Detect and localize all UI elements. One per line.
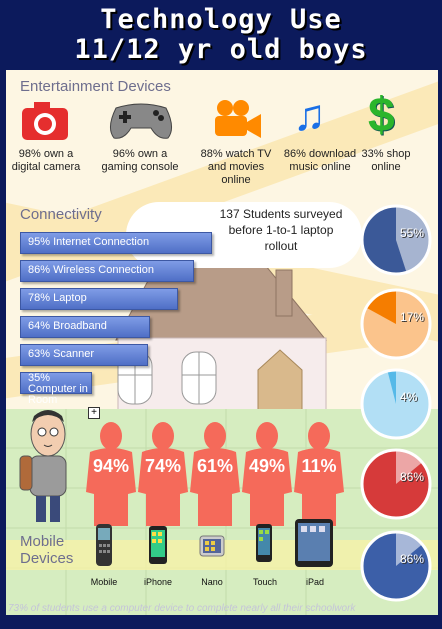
- entertainment-label: 88% watch TV and movies online: [200, 148, 272, 186]
- person-silhouette: [138, 422, 188, 526]
- device-label: iPhone: [143, 577, 173, 587]
- mobile-percent-label: 11%: [301, 456, 337, 476]
- mobile-percent-label: 49%: [248, 456, 286, 476]
- connectivity-bar: 63% Scanner: [20, 344, 148, 366]
- person-silhouette: [294, 422, 344, 526]
- content-panel: Entertainment Devices ♫ $ 98% own a digi…: [6, 70, 438, 615]
- facebook-icon: [360, 204, 432, 276]
- pie-slice: [396, 450, 423, 484]
- student-illustration: [19, 410, 67, 522]
- entertainment-label: 98% own a digital camera: [11, 148, 81, 173]
- pie-slice: [361, 370, 430, 438]
- pie-percent-label: 4%: [400, 390, 418, 404]
- title-line-2: 11/12 yr old boys: [74, 34, 368, 65]
- entertainment-label: 86% download music online: [283, 148, 357, 173]
- connectivity-bar-label: 64% Broadband: [28, 320, 107, 332]
- pie-slice: [396, 206, 430, 273]
- connectivity-bar: 78% Laptop: [20, 288, 178, 310]
- camera-icon: [22, 102, 68, 140]
- ipod-nano-icon: [199, 535, 225, 557]
- pie-percent-label: 55%: [400, 226, 425, 240]
- mobile-section-title: Mobile Devices: [20, 533, 74, 567]
- entertainment-label: 33% shop online: [361, 148, 411, 173]
- connectivity-bar-label: 86% Wireless Connection: [28, 264, 154, 276]
- device-label: Mobile: [90, 577, 118, 587]
- connectivity-bar-label: 78% Laptop: [28, 292, 87, 304]
- pie-percent-label: 86%: [400, 552, 425, 566]
- mobile-phone-icon: [96, 524, 112, 566]
- device-label: Touch: [252, 577, 278, 587]
- social-pies: [360, 204, 432, 602]
- entertainment-label: 96% own a gaming console: [101, 148, 179, 173]
- connectivity-bar: 64% Broadband: [20, 316, 150, 338]
- ipod-touch-icon: [256, 524, 272, 562]
- mobile-percent-label: 94%: [92, 456, 130, 476]
- pie-percent-label: 17%: [400, 310, 425, 324]
- device-label: Nano: [201, 577, 223, 587]
- youtube-icon: [360, 448, 432, 520]
- pie-percent-label: 86%: [400, 470, 425, 484]
- connectivity-section-title: Connectivity: [20, 206, 102, 223]
- connectivity-bar-label: 35% Computer in Room: [28, 372, 88, 406]
- device-label: iPad: [305, 577, 324, 587]
- connectivity-bar-label: 95% Internet Connection: [28, 236, 150, 248]
- music-note-icon: ♫: [293, 91, 326, 140]
- dollar-icon: $: [368, 89, 395, 142]
- connectivity-bar: 35% Computer in Room: [20, 372, 92, 406]
- blogger-icon: [360, 288, 432, 360]
- pie-slice: [361, 290, 431, 358]
- iphone-icon: [149, 526, 167, 564]
- person-silhouette: [86, 422, 136, 526]
- connectivity-bar-label: 63% Scanner: [28, 348, 95, 360]
- expand-icon[interactable]: +: [88, 407, 100, 419]
- entertainment-section-title: Entertainment Devices: [20, 78, 171, 95]
- title-line-1: Technology Use: [100, 4, 342, 35]
- mobile-figures: [86, 422, 344, 526]
- person-silhouette: [190, 422, 240, 526]
- connectivity-bar: 95% Internet Connection: [20, 232, 212, 254]
- connectivity-bar: 86% Wireless Connection: [20, 260, 194, 282]
- mobile-percent-label: 61%: [196, 456, 234, 476]
- mobile-percent-label: 74%: [144, 456, 182, 476]
- person-silhouette: [242, 422, 292, 526]
- email-icon: [360, 530, 432, 602]
- survey-note: 137 Students surveyed before 1-to-1 lapt…: [219, 207, 343, 253]
- footer-note: 73% of students use a computer device to…: [8, 603, 356, 614]
- video-camera-icon: [215, 100, 261, 138]
- twitter-icon: [360, 368, 432, 440]
- pie-slice: [396, 532, 423, 566]
- gamepad-icon: [110, 103, 172, 139]
- ipad-icon: [295, 519, 333, 567]
